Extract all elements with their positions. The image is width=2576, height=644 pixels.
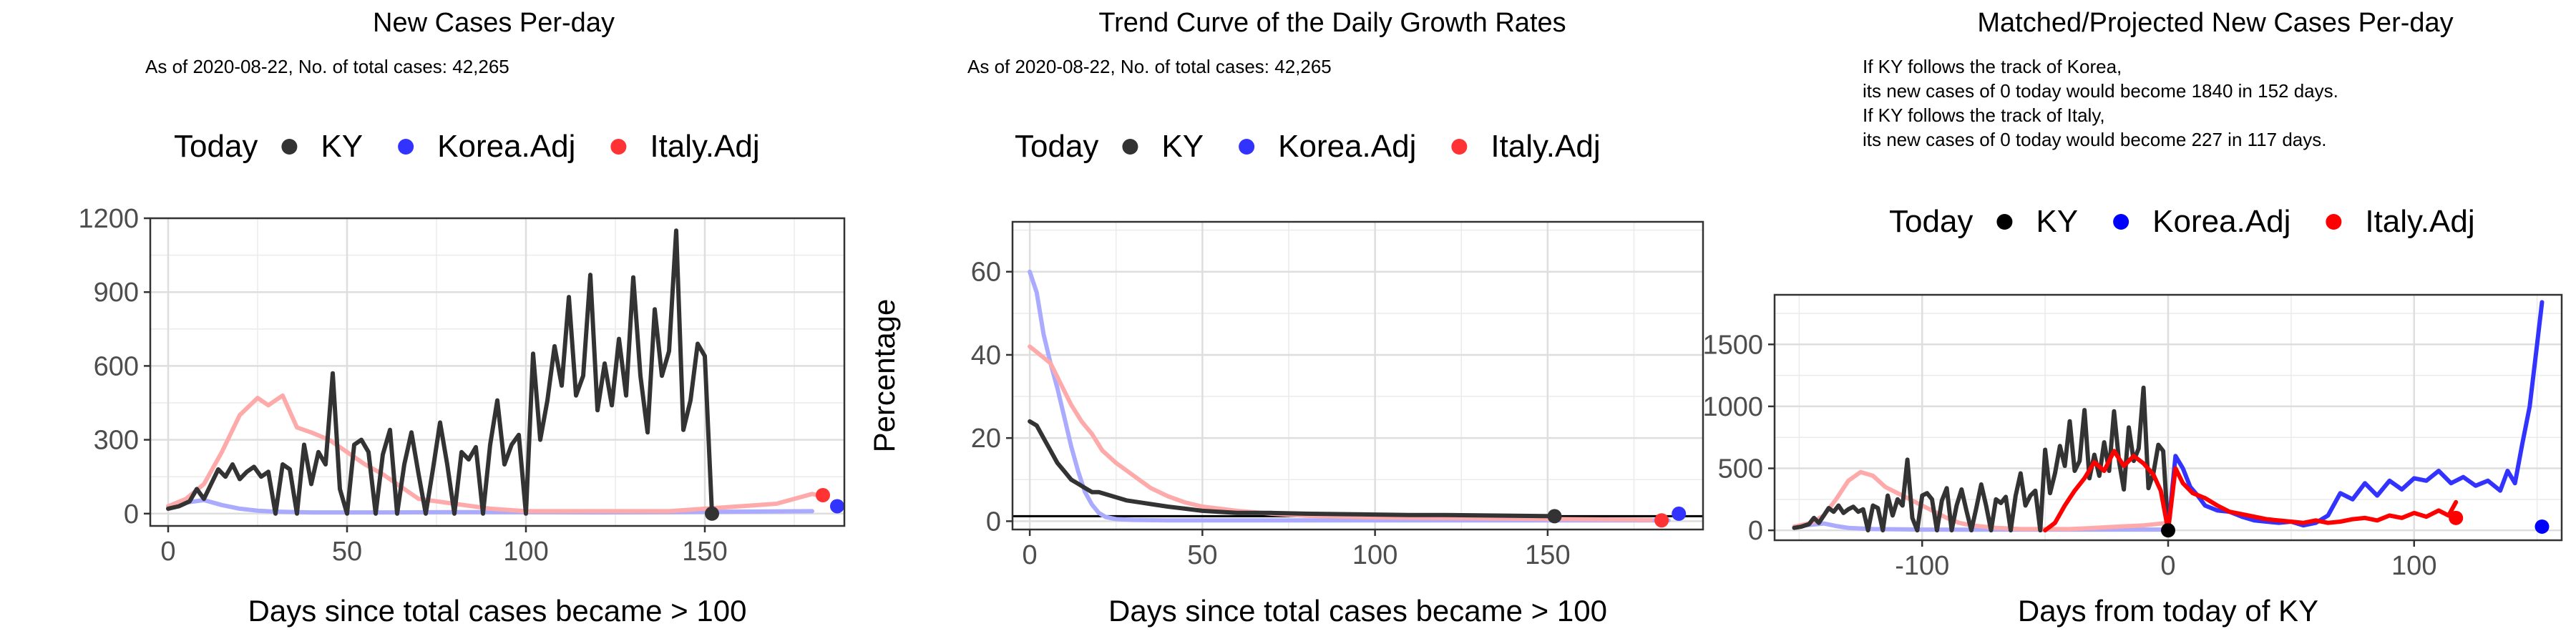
x-tick-label: -100 <box>1895 551 1949 581</box>
series-line-ky <box>1792 385 2170 533</box>
x-tick-label: 100 <box>503 537 548 567</box>
x-tick-label: 100 <box>1352 540 1397 570</box>
today-point-korea-adj <box>830 499 844 514</box>
series-group <box>1792 300 2545 533</box>
series-line-korea-adj <box>2166 300 2545 533</box>
chart-subtitle: As of 2020-08-22, No. of total cases: 42… <box>145 56 509 77</box>
x-tick-label: 50 <box>332 537 362 567</box>
x-axis-label: Days since total cases became > 100 <box>1108 594 1607 628</box>
series-group <box>166 228 825 516</box>
legend-label: KY <box>2036 204 2078 239</box>
x-tick-label: 150 <box>682 537 727 567</box>
annotation-line: its new cases of 0 today would become 18… <box>1863 80 2338 102</box>
x-tick-label: 50 <box>1187 540 1217 570</box>
x-axis-label: Days from today of KY <box>2018 594 2318 628</box>
chart-subtitle: As of 2020-08-22, No. of total cases: 42… <box>967 56 1332 77</box>
series-group <box>1028 269 1671 523</box>
x-tick-label: 0 <box>160 537 175 567</box>
y-tick-label: 0 <box>986 507 1001 537</box>
today-point-ky <box>2161 523 2175 538</box>
x-tick-label: 0 <box>2160 551 2175 581</box>
legend-label: Korea.Adj <box>2152 204 2290 239</box>
y-tick-label: 1000 <box>1702 392 1763 422</box>
series-line-italy-adj <box>2043 449 2459 533</box>
x-tick-label: 100 <box>2391 551 2436 581</box>
legend-marker <box>1451 139 1468 155</box>
x-tick-label: 150 <box>1525 540 1570 570</box>
y-tick-label: 0 <box>1748 516 1763 546</box>
annotation-line: If KY follows the track of Korea, <box>1863 56 2122 77</box>
y-tick-label: 60 <box>971 258 1001 288</box>
series-line-ky <box>1028 419 1557 519</box>
legend-title: Today <box>174 129 258 164</box>
y-tick-label: 500 <box>1718 454 1763 484</box>
legend-marker <box>1996 214 2013 230</box>
legend-label: KY <box>321 129 363 164</box>
legend-marker <box>610 139 627 155</box>
legend-label: Italy.Adj <box>1491 129 1600 164</box>
y-tick-label: 0 <box>124 499 139 530</box>
y-tick-label: 1200 <box>78 204 139 234</box>
legend-title: Today <box>1015 129 1098 164</box>
plot-area <box>1013 222 1703 530</box>
y-tick-label: 600 <box>94 351 139 381</box>
today-point-ky <box>1547 509 1562 524</box>
y-axis-label: Percentage <box>867 299 901 453</box>
legend-label: Korea.Adj <box>437 129 575 164</box>
plot-area <box>150 218 844 526</box>
chart-panel-3: Matched/Projected New Cases Per-day If KY… <box>1702 8 2563 628</box>
y-tick-label: 1500 <box>1702 330 1763 360</box>
today-point-korea-adj <box>1672 506 1687 521</box>
legend: Today KY Korea.Adj Italy.Adj <box>1015 129 1601 164</box>
legend-label: Italy.Adj <box>650 129 759 164</box>
series-line-ky <box>166 228 714 516</box>
chart-title: New Cases Per-day <box>373 8 615 38</box>
legend-marker <box>281 139 298 155</box>
today-point-korea-adj <box>2534 519 2550 534</box>
legend-label: Italy.Adj <box>2365 204 2474 239</box>
y-tick-label: 20 <box>971 424 1001 454</box>
plot-border <box>1011 220 1704 531</box>
today-point-ky <box>705 506 719 521</box>
today-point-italy-adj <box>816 488 830 502</box>
legend-label: Korea.Adj <box>1278 129 1416 164</box>
legend-title: Today <box>1889 204 1973 239</box>
legend-label: KY <box>1161 129 1204 164</box>
x-tick-label: 0 <box>1023 540 1038 570</box>
plot-border <box>149 217 846 527</box>
x-axis-label: Days since total cases became > 100 <box>248 594 747 628</box>
legend-marker <box>1122 139 1138 155</box>
annotation-line: If KY follows the track of Italy, <box>1863 104 2105 126</box>
legend-marker <box>2326 214 2342 230</box>
chart-title: Trend Curve of the Daily Growth Rates <box>1098 8 1566 38</box>
y-tick-label: 900 <box>94 278 139 308</box>
y-tick-label: 300 <box>94 426 139 456</box>
legend: Today KY Korea.Adj Italy.Adj <box>1889 204 2475 239</box>
chart-title: Matched/Projected New Cases Per-day <box>1977 8 2453 38</box>
chart-panel-2: Trend Curve of the Daily Growth Rates As … <box>867 8 1704 628</box>
chart-panel-1: New Cases Per-day As of 2020-08-22, No. o… <box>78 8 846 628</box>
legend: Today KY Korea.Adj Italy.Adj <box>174 129 760 164</box>
legend-marker <box>1239 139 1255 155</box>
y-tick-label: 40 <box>971 341 1001 371</box>
legend-marker <box>398 139 414 155</box>
annotation-line: its new cases of 0 today would become 22… <box>1863 129 2326 150</box>
legend-marker <box>2113 214 2129 230</box>
today-point-italy-adj <box>2449 510 2464 525</box>
today-point-italy-adj <box>1654 513 1669 528</box>
